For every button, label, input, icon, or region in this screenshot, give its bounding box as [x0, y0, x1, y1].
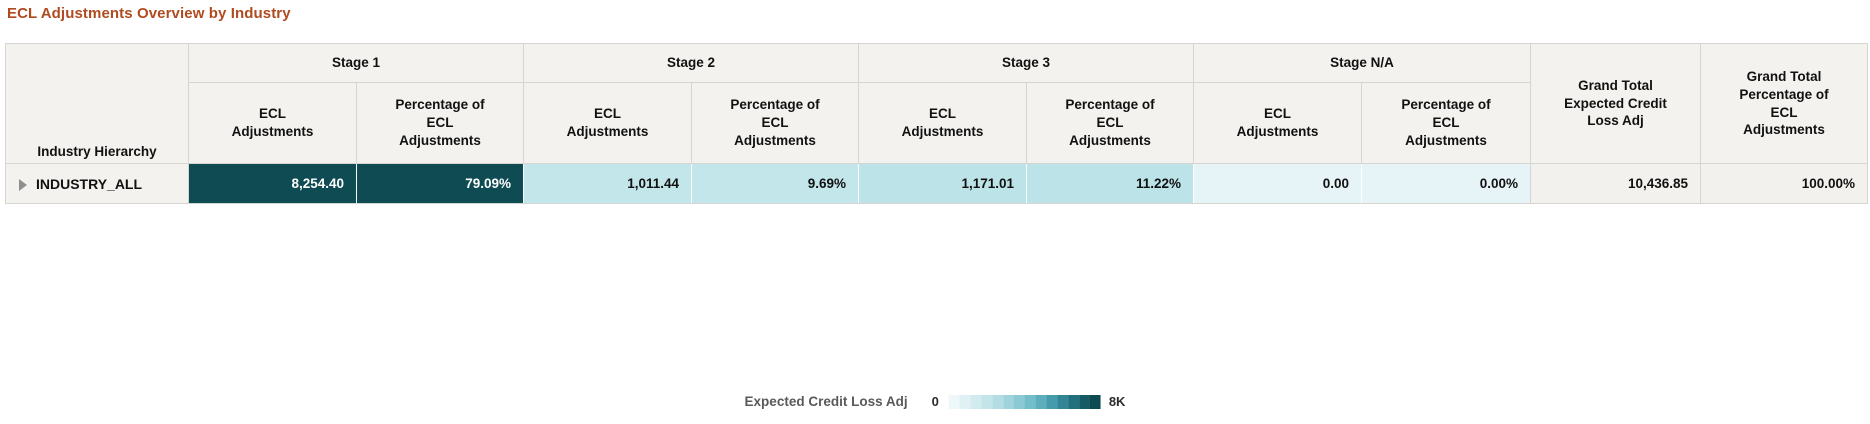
legend-max-label: 8K [1108, 394, 1126, 409]
ecl-adjustments-table: Industry Hierarchy Stage 1 Stage 2 Stage… [5, 43, 1869, 204]
col-header-stage-2-pct[interactable]: Percentage of ECL Adjustments [691, 82, 859, 164]
group-header-stage-1[interactable]: Stage 1 [188, 43, 524, 83]
col-header-stage-3-ecl[interactable]: ECL Adjustments [858, 82, 1027, 164]
col-header-stage-3-pct[interactable]: Percentage of ECL Adjustments [1026, 82, 1194, 164]
cell-stage-3-pct[interactable]: 11.22% [1026, 163, 1194, 204]
cell-stage-2-ecl[interactable]: 1,011.44 [523, 163, 692, 204]
industry-label: INDUSTRY_ALL [36, 175, 143, 192]
group-header-stage-3[interactable]: Stage 3 [858, 43, 1194, 83]
group-header-stage-na[interactable]: Stage N/A [1192, 43, 1532, 83]
col-header-stage-na-pct[interactable]: Percentage of ECL Adjustments [1360, 82, 1532, 164]
col-header-grand-total-pct[interactable]: Grand Total Percentage of ECL Adjustment… [1700, 43, 1869, 164]
col-header-stage-na-ecl[interactable]: ECL Adjustments [1193, 82, 1362, 164]
col-header-stage-1-pct[interactable]: Percentage of ECL Adjustments [356, 82, 524, 164]
col-header-stage-2-ecl[interactable]: ECL Adjustments [523, 82, 692, 164]
col-header-stage-1-ecl[interactable]: ECL Adjustments [188, 82, 357, 164]
cell-stage-3-ecl[interactable]: 1,171.01 [858, 163, 1027, 204]
col-header-grand-total-ecl[interactable]: Grand Total Expected Credit Loss Adj [1530, 43, 1702, 164]
heatmap-legend: Expected Credit Loss Adj 0 8K [745, 394, 1126, 409]
table-row: INDUSTRY_ALL 8,254.40 79.09% 1,011.44 9.… [5, 163, 1869, 204]
group-header-stage-2[interactable]: Stage 2 [523, 43, 859, 83]
page-title: ECL Adjustments Overview by Industry [7, 5, 291, 22]
cell-stage-na-pct[interactable]: 0.00% [1361, 163, 1532, 204]
cell-stage-1-ecl[interactable]: 8,254.40 [188, 163, 357, 204]
legend-gradient-bar [948, 394, 1101, 409]
col-header-industry-hierarchy[interactable]: Industry Hierarchy [5, 43, 189, 164]
cell-stage-1-pct[interactable]: 79.09% [356, 163, 524, 204]
row-header-industry-all[interactable]: INDUSTRY_ALL [5, 163, 189, 204]
cell-stage-na-ecl[interactable]: 0.00 [1193, 163, 1362, 204]
cell-grand-total-pct[interactable]: 100.00% [1700, 163, 1869, 204]
cell-stage-2-pct[interactable]: 9.69% [691, 163, 859, 204]
legend-min-label: 0 [931, 394, 939, 409]
legend-title: Expected Credit Loss Adj [744, 394, 908, 409]
cell-grand-total-ecl[interactable]: 10,436.85 [1530, 163, 1702, 204]
expand-arrow-icon[interactable] [19, 178, 27, 191]
